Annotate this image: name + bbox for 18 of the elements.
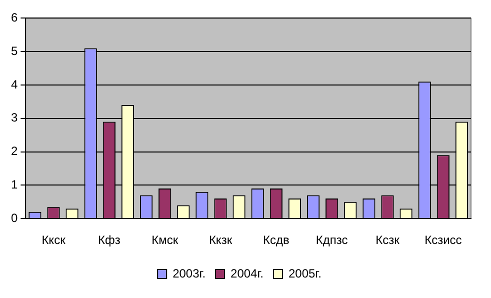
legend-label: 2003г.: [172, 266, 206, 280]
x-tick-label: Кдпзс: [316, 233, 348, 248]
x-tick-label: Ксдв: [262, 233, 290, 248]
x-tick-label: Ккзк: [208, 233, 233, 248]
legend-label: 2004г.: [230, 266, 264, 280]
y-tick-label: 5: [10, 44, 18, 58]
x-tick-label: Кмск: [152, 233, 179, 248]
x-tick-label: Кфз: [98, 233, 121, 248]
x-tick-label: Ксзк: [376, 233, 400, 248]
y-tick-label: 3: [10, 110, 18, 125]
y-tick-label: 0: [10, 210, 18, 225]
y-tick-label: 2: [10, 144, 18, 158]
y-tick-label: 4: [10, 77, 18, 92]
x-tick-label: Ксзисс: [424, 233, 462, 248]
legend-label: 2005г.: [288, 266, 322, 280]
x-tick-label: Ккск: [42, 233, 66, 248]
y-tick-label: 1: [10, 178, 18, 192]
y-tick-label: 6: [10, 10, 18, 25]
